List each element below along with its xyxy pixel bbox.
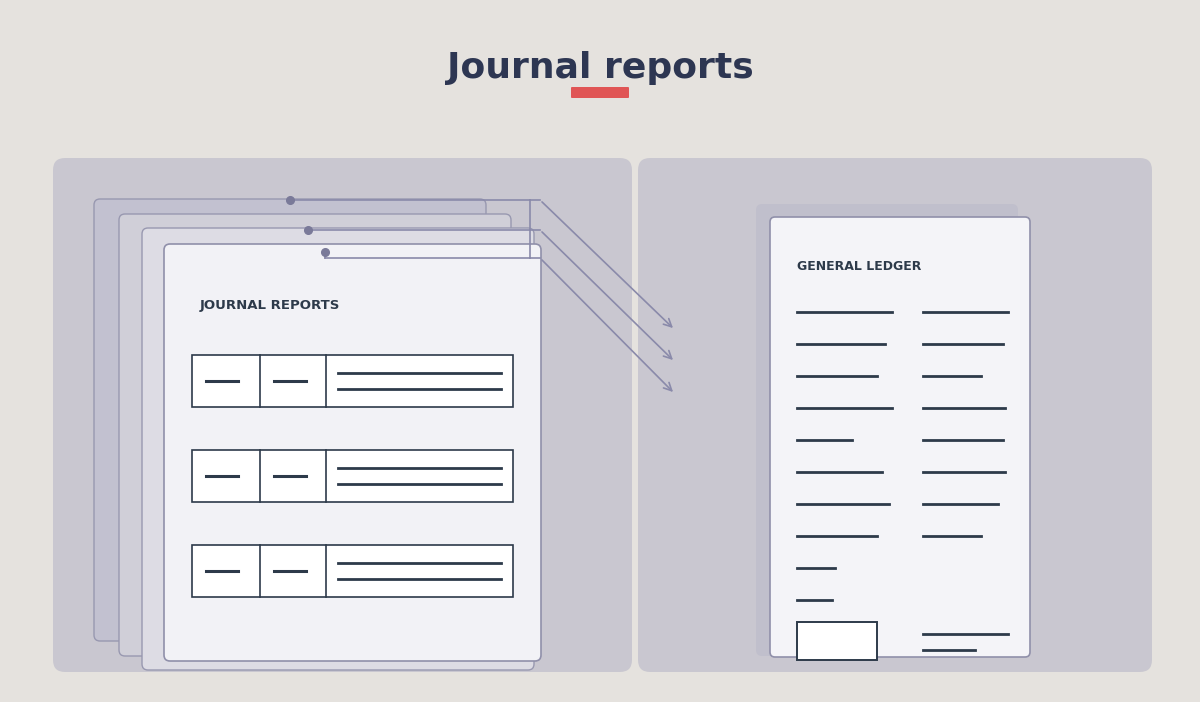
FancyBboxPatch shape [164,244,541,661]
FancyBboxPatch shape [142,228,534,670]
FancyBboxPatch shape [571,87,629,98]
FancyBboxPatch shape [756,204,1018,656]
Bar [192,545,514,597]
FancyBboxPatch shape [770,217,1030,657]
FancyBboxPatch shape [53,158,632,672]
Bar [192,450,514,502]
FancyBboxPatch shape [94,199,486,641]
Text: JOURNAL REPORTS: JOURNAL REPORTS [200,298,341,312]
Bar [192,355,514,407]
Text: Journal reports: Journal reports [446,51,754,85]
FancyBboxPatch shape [119,214,511,656]
FancyBboxPatch shape [638,158,1152,672]
Bar [797,622,877,660]
Text: GENERAL LEDGER: GENERAL LEDGER [797,260,922,274]
